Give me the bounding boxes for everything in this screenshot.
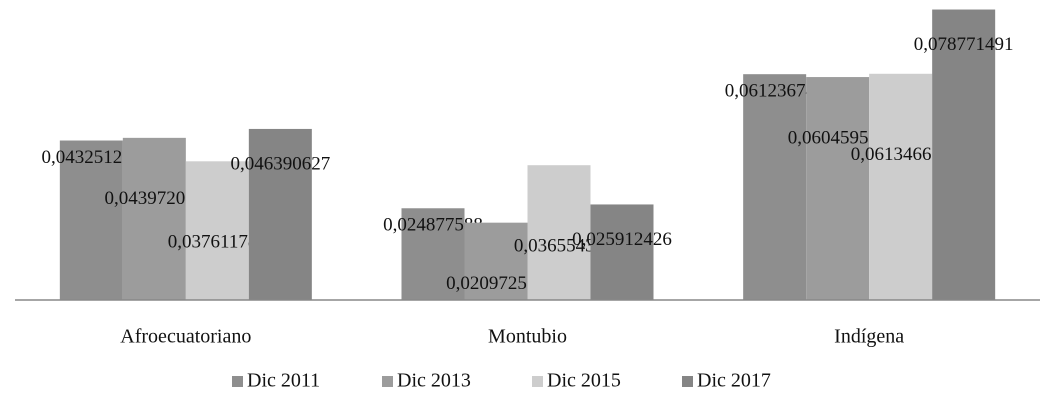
- data-label: 0,020972585: [446, 273, 546, 294]
- data-label: 0,078771491: [914, 34, 1014, 55]
- bar: [806, 77, 870, 300]
- bar: [590, 204, 654, 300]
- bar: [932, 9, 996, 301]
- data-label: 0,025912426: [572, 229, 672, 250]
- x-tick-label: Montubio: [488, 326, 567, 348]
- data-label: 0,046390627: [230, 153, 330, 174]
- bar: [248, 128, 312, 300]
- bar: [464, 222, 528, 300]
- bar: [122, 137, 186, 300]
- legend-swatch: [382, 376, 393, 387]
- bar: [185, 161, 249, 300]
- data-label: 0,024877588: [383, 215, 483, 236]
- legend-swatch: [232, 376, 243, 387]
- data-label: 0,043972003: [104, 188, 204, 209]
- bar: [869, 73, 933, 301]
- legend-label: Dic 2015: [547, 370, 621, 392]
- bar: [527, 165, 591, 300]
- bar: [59, 140, 123, 300]
- x-tick-label: Indígena: [834, 326, 904, 348]
- data-label: 0,061236742: [725, 81, 825, 102]
- data-label: 0,060459515: [788, 127, 888, 148]
- legend-label: Dic 2013: [397, 370, 471, 392]
- data-label: 0,043251281: [41, 147, 141, 168]
- bar: [743, 74, 807, 300]
- x-tick-label: Afroecuatoriano: [120, 326, 251, 348]
- data-label: 0,061346677: [851, 144, 951, 165]
- legend-label: Dic 2011: [247, 370, 320, 392]
- data-label: 0,03655436: [514, 236, 604, 257]
- legend-swatch: [532, 376, 543, 387]
- legend-swatch: [682, 376, 693, 387]
- data-label: 0,037611788: [168, 232, 267, 253]
- legend-label: Dic 2017: [697, 370, 771, 392]
- bar: [401, 208, 465, 300]
